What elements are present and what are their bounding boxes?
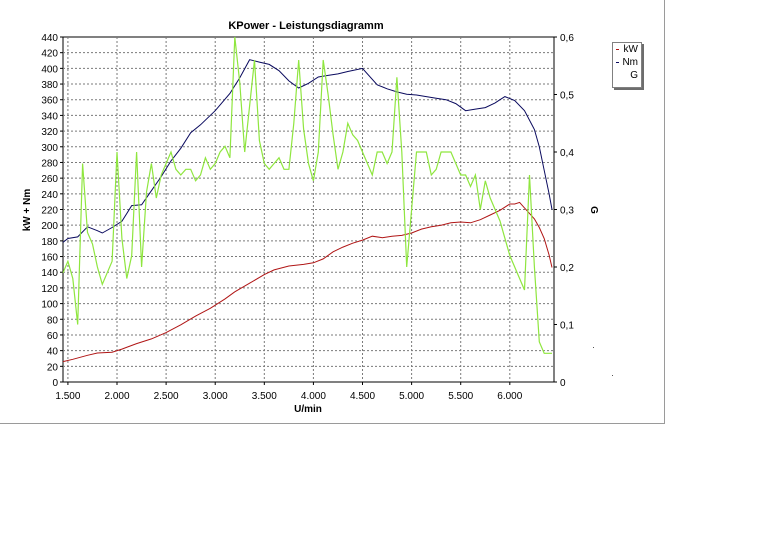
left-y-tick-label: 200 bbox=[41, 221, 58, 232]
x-tick-label: 4.000 bbox=[301, 391, 326, 402]
x-axis-ticks: 1.500 2.000 2.500 3.000 3.500 4.000 4.500 5.000… bbox=[55, 382, 523, 402]
series-line-nm bbox=[62, 59, 553, 243]
left-y-tick-label: 400 bbox=[41, 64, 58, 75]
legend-label-g: G bbox=[630, 70, 638, 81]
left-y-tick-label: 340 bbox=[41, 111, 58, 122]
left-y-tick-label: 40 bbox=[47, 347, 59, 358]
left-y-tick-label: 80 bbox=[47, 315, 59, 326]
right-y-tick-label: 0,2 bbox=[560, 263, 574, 274]
series-line-g bbox=[62, 36, 552, 354]
legend-swatch-nm bbox=[616, 62, 619, 63]
left-y-axis-label: kW + Nm bbox=[22, 189, 33, 232]
left-y-tick-label: 100 bbox=[41, 300, 58, 311]
left-y-tick-label: 260 bbox=[41, 174, 58, 185]
chart-panel: KPower - Leistungsdiagramm 1.500 2.000 2.5… bbox=[0, 0, 665, 424]
series-lines bbox=[62, 36, 553, 363]
chart-legend: kW Nm G bbox=[612, 42, 642, 88]
x-tick-label: 5.000 bbox=[399, 391, 424, 402]
x-tick-label: 3.000 bbox=[203, 391, 228, 402]
x-tick-label: 3.500 bbox=[252, 391, 277, 402]
x-tick-label: 4.500 bbox=[350, 391, 375, 402]
x-tick-label: 1.500 bbox=[55, 391, 80, 402]
left-y-tick-label: 60 bbox=[47, 331, 59, 342]
x-tick-label: 2.500 bbox=[154, 391, 179, 402]
left-y-tick-label: 160 bbox=[41, 253, 58, 264]
left-y-tick-label: 440 bbox=[41, 33, 58, 44]
left-y-tick-label: 0 bbox=[52, 378, 58, 389]
legend-swatch-kw bbox=[616, 49, 619, 50]
power-chart: KPower - Leistungsdiagramm 1.500 2.000 2.5… bbox=[22, 20, 599, 415]
right-y-tick-label: 0,6 bbox=[560, 33, 574, 44]
left-y-axis-ticks: 0 20 40 60 80 100 120 140 160 180 200 220 240 260 280 3… bbox=[41, 33, 63, 389]
legend-item-kw: kW bbox=[613, 43, 641, 56]
left-y-tick-label: 240 bbox=[41, 190, 58, 201]
legend-item-g: G bbox=[613, 69, 641, 82]
right-y-axis-ticks: 0 0,1 0,2 0,3 0,4 0,5 0,6 bbox=[554, 33, 574, 389]
x-tick-label: 5.500 bbox=[448, 391, 473, 402]
left-y-tick-label: 220 bbox=[41, 206, 58, 217]
left-y-tick-label: 140 bbox=[41, 268, 58, 279]
legend-label-kw: kW bbox=[623, 44, 638, 55]
right-y-tick-label: 0,5 bbox=[560, 91, 574, 102]
chart-title: KPower - Leistungsdiagramm bbox=[228, 20, 383, 32]
legend-item-nm: Nm bbox=[613, 56, 641, 69]
series-line-kw bbox=[62, 201, 553, 363]
right-y-tick-label: 0,3 bbox=[560, 206, 574, 217]
left-y-tick-label: 380 bbox=[41, 80, 58, 91]
legend-label-nm: Nm bbox=[622, 57, 638, 68]
dot-mark bbox=[612, 375, 613, 376]
left-y-tick-label: 280 bbox=[41, 158, 58, 169]
x-tick-label: 6.000 bbox=[497, 391, 522, 402]
left-y-tick-label: 420 bbox=[41, 49, 58, 60]
x-tick-label: 2.000 bbox=[104, 391, 129, 402]
right-y-tick-label: 0,4 bbox=[560, 148, 574, 159]
right-y-tick-label: 0 bbox=[560, 378, 566, 389]
left-y-tick-label: 300 bbox=[41, 143, 58, 154]
x-axis-label: U/min bbox=[294, 404, 322, 415]
left-y-tick-label: 180 bbox=[41, 237, 58, 248]
left-y-tick-label: 120 bbox=[41, 284, 58, 295]
dot-mark bbox=[593, 347, 594, 348]
right-y-tick-label: 0,1 bbox=[560, 321, 574, 332]
left-y-tick-label: 320 bbox=[41, 127, 58, 138]
right-y-axis-label: G bbox=[588, 206, 599, 214]
left-y-tick-label: 360 bbox=[41, 96, 58, 107]
left-y-tick-label: 20 bbox=[47, 362, 59, 373]
